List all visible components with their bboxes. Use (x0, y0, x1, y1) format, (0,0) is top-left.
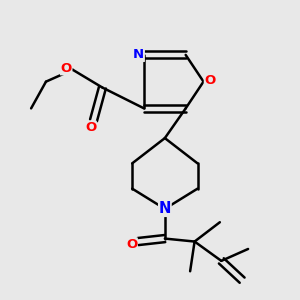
Text: O: O (61, 62, 72, 75)
Text: N: N (133, 48, 144, 62)
Text: O: O (85, 121, 96, 134)
Text: O: O (204, 74, 216, 87)
Text: N: N (159, 201, 171, 216)
Text: O: O (126, 238, 137, 251)
